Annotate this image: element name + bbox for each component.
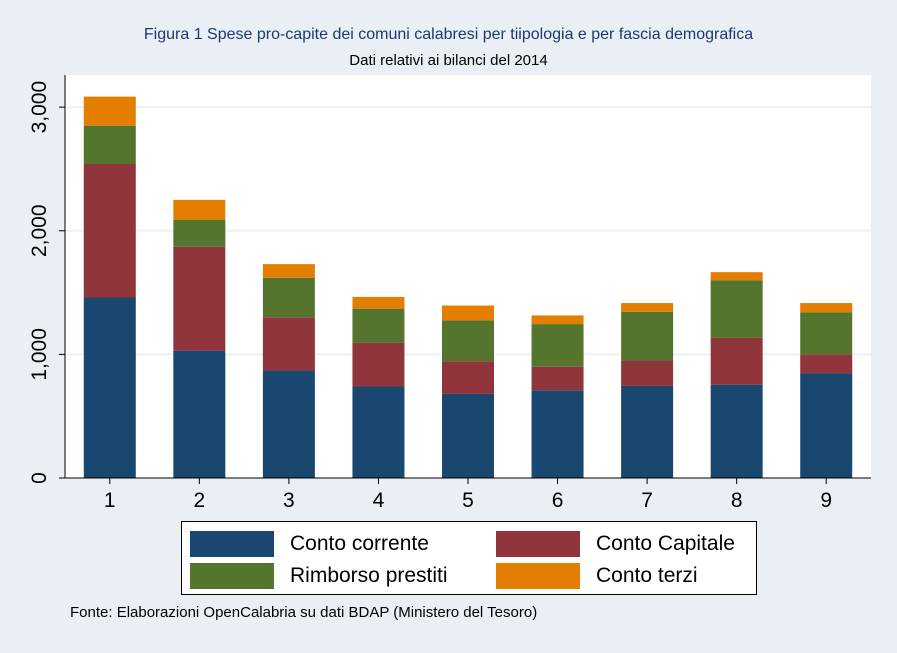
y-tick-label-2: 2,000 xyxy=(28,204,51,257)
bar-2-conto-terzi xyxy=(173,199,226,220)
bar-6-rimborso-prestiti xyxy=(531,324,584,367)
bar-4-conto-corrente xyxy=(352,386,405,478)
bar-8-rimborso-prestiti xyxy=(710,280,763,338)
legend-item-conto-capitale: Conto Capitale xyxy=(496,531,735,557)
bar-7-conto-terzi xyxy=(621,303,674,312)
bar-4-conto-terzi xyxy=(352,296,405,309)
legend-swatch-conto-corrente xyxy=(190,531,274,557)
bar-5-conto-terzi xyxy=(442,305,494,321)
bar-4-conto-capitale xyxy=(352,342,405,387)
chart-subtitle: Dati relativi ai bilanci del 2014 xyxy=(349,52,548,69)
bar-7-conto-corrente xyxy=(621,385,674,478)
bar-6-conto-terzi xyxy=(531,315,584,325)
legend-label-rimborso-prestiti: Rimborso prestiti xyxy=(290,564,448,587)
bar-5-rimborso-prestiti xyxy=(442,320,494,362)
bar-6-conto-corrente xyxy=(531,390,584,478)
x-tick-label-3: 3 xyxy=(283,489,295,512)
bar-3-conto-terzi xyxy=(262,264,315,278)
x-tick-label-1: 1 xyxy=(104,489,116,512)
bar-8-conto-terzi xyxy=(710,272,763,281)
x-tick-label-9: 9 xyxy=(820,489,832,512)
bar-9-conto-corrente xyxy=(800,373,853,478)
bar-2-conto-corrente xyxy=(173,350,226,478)
bar-4-rimborso-prestiti xyxy=(352,308,405,343)
y-tick-label-1: 1,000 xyxy=(28,328,51,381)
bar-2-conto-capitale xyxy=(173,246,226,351)
x-tick-label-8: 8 xyxy=(731,489,743,512)
legend-label-conto-corrente: Conto corrente xyxy=(290,532,429,555)
x-tick-label-5: 5 xyxy=(462,489,474,512)
legend-label-conto-capitale: Conto Capitale xyxy=(596,532,735,555)
chart-legend: Conto corrente Conto Capitale Rimborso p… xyxy=(181,521,757,595)
bar-3-conto-corrente xyxy=(262,370,315,478)
bar-2-rimborso-prestiti xyxy=(173,219,226,247)
bar-7-conto-capitale xyxy=(621,360,674,386)
x-tick-label-7: 7 xyxy=(641,489,653,512)
bar-1-conto-capitale xyxy=(83,164,136,298)
y-tick-label-3: 3,000 xyxy=(28,81,51,134)
bar-3-rimborso-prestiti xyxy=(262,277,315,318)
bar-8-conto-capitale xyxy=(710,337,763,385)
bar-1-rimborso-prestiti xyxy=(83,125,136,165)
legend-swatch-rimborso-prestiti xyxy=(190,563,274,589)
x-tick-label-2: 2 xyxy=(193,489,205,512)
bar-9-conto-terzi xyxy=(800,303,853,313)
x-tick-label-4: 4 xyxy=(373,489,385,512)
bar-8-conto-corrente xyxy=(710,384,763,478)
source-note: Fonte: Elaborazioni OpenCalabria su dati… xyxy=(70,604,538,621)
bar-1-conto-corrente xyxy=(83,297,136,478)
bar-3-conto-capitale xyxy=(262,317,315,371)
bar-5-conto-corrente xyxy=(442,393,494,478)
bar-6-conto-capitale xyxy=(531,366,584,391)
bar-9-rimborso-prestiti xyxy=(800,312,853,355)
legend-item-conto-corrente: Conto corrente xyxy=(190,531,429,557)
chart-title: Figura 1 Spese pro-capite dei comuni cal… xyxy=(143,26,754,43)
bar-7-rimborso-prestiti xyxy=(621,311,674,361)
bar-1-conto-terzi xyxy=(83,96,136,126)
legend-item-conto-terzi: Conto terzi xyxy=(496,563,698,589)
legend-swatch-conto-terzi xyxy=(496,563,580,589)
legend-item-rimborso-prestiti: Rimborso prestiti xyxy=(190,563,448,589)
bar-5-conto-capitale xyxy=(442,361,494,394)
y-tick-label-0: 0 xyxy=(28,472,51,484)
legend-label-conto-terzi: Conto terzi xyxy=(596,564,698,587)
x-tick-label-6: 6 xyxy=(552,489,564,512)
bar-9-conto-capitale xyxy=(800,354,853,374)
legend-swatch-conto-capitale xyxy=(496,531,580,557)
